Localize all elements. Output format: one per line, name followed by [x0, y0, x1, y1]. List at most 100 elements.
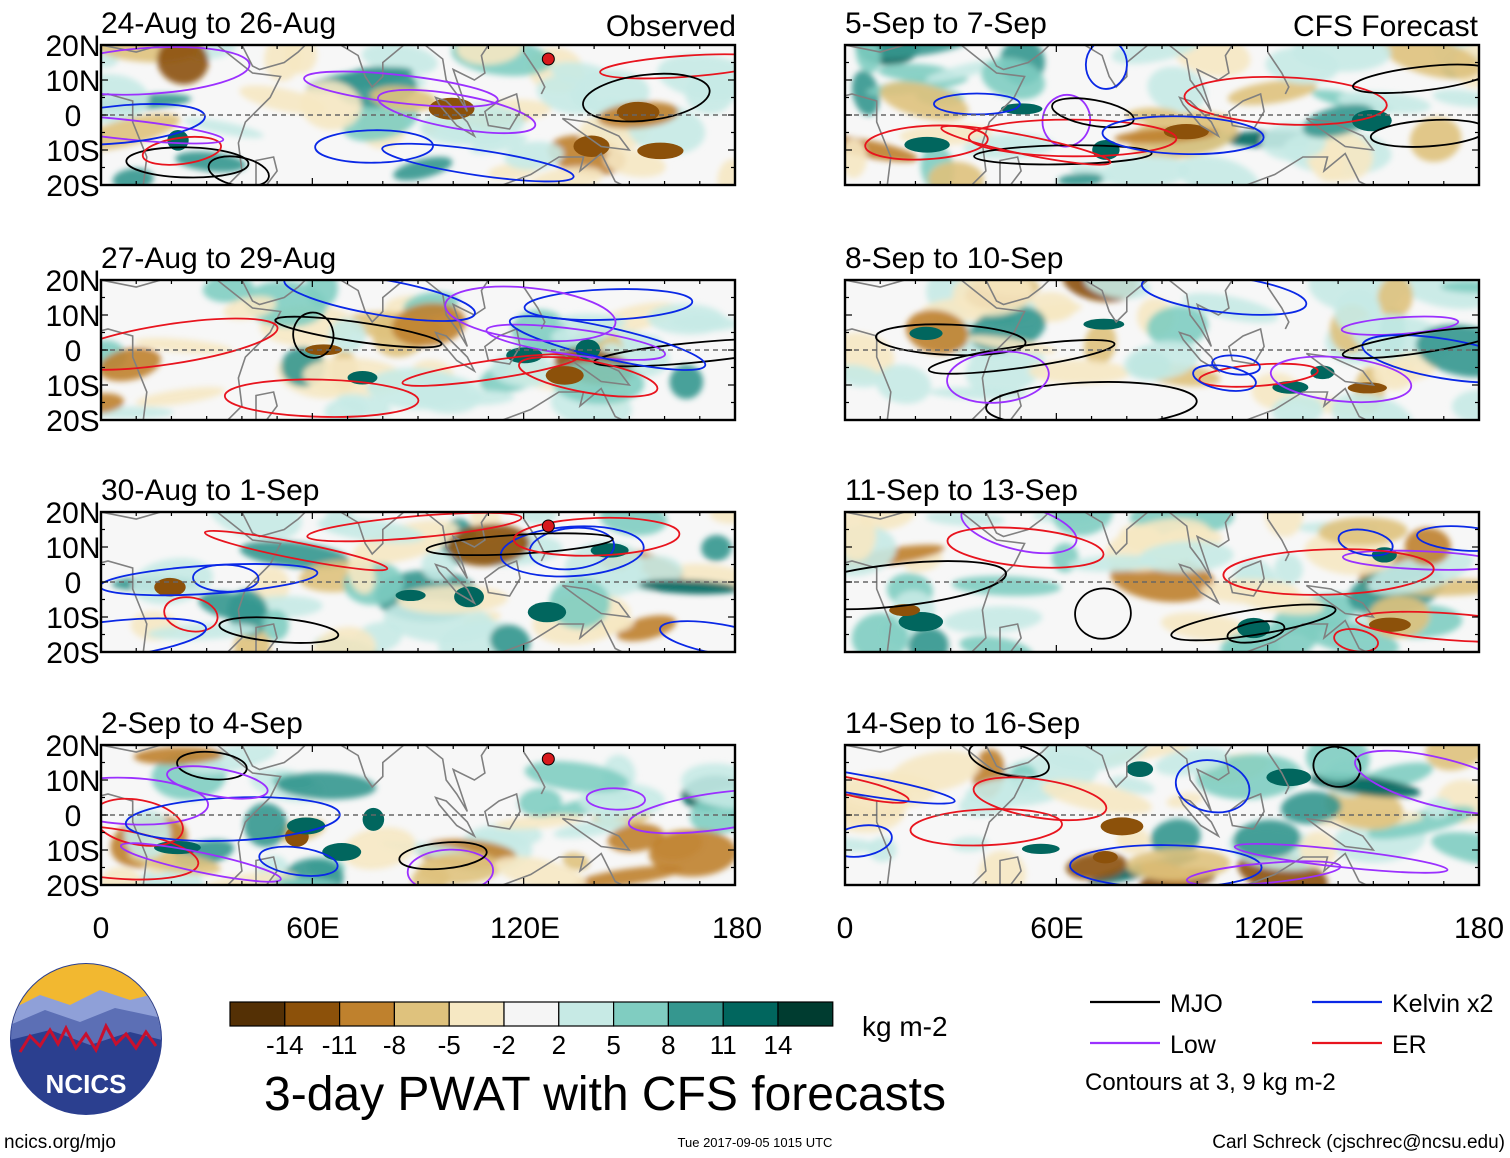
- seasia-outline: [424, 512, 490, 579]
- arabia-outline: [968, 45, 1050, 71]
- panel-ticks: [100, 44, 736, 186]
- pwat-anomaly-blob: [324, 512, 355, 532]
- pwat-core-blob: [154, 577, 186, 597]
- wave-contour: [425, 532, 614, 557]
- pwat-anomaly-blob: [1068, 554, 1158, 572]
- pwat-anomaly-blob: [1367, 551, 1474, 595]
- pwat-core-blob: [362, 807, 385, 831]
- borneo-outline: [1227, 792, 1265, 830]
- australia-outline: [1246, 852, 1367, 885]
- seasia-outline: [424, 45, 490, 112]
- pwat-anomaly-blob: [550, 61, 612, 85]
- wave-contour: [582, 72, 711, 123]
- pwat-anomaly-blob: [1409, 116, 1462, 163]
- borneo-outline: [1227, 559, 1265, 597]
- panel-ticks: [100, 279, 736, 421]
- x-tick-60e-fcst: 60E: [1030, 912, 1083, 945]
- panel-title: 27-Aug to 29-Aug: [101, 242, 336, 275]
- pwat-anomaly-blob: [1233, 819, 1301, 859]
- australia-outline: [502, 619, 623, 652]
- sumatra-outline: [434, 563, 477, 606]
- africa-outline: [845, 45, 1026, 185]
- pwat-core-blob: [898, 612, 944, 632]
- coastlines: [101, 45, 632, 185]
- x-axis-forecast: 0 60E 120E 180: [837, 912, 1504, 945]
- africa-outline: [101, 745, 282, 885]
- wave-contours: [875, 280, 1479, 420]
- india-outline: [1084, 512, 1149, 556]
- panel-title: 11-Sep to 13-Sep: [845, 474, 1078, 507]
- coastlines: [845, 45, 1376, 185]
- wave-contour: [585, 787, 646, 811]
- wave-contour: [909, 808, 1063, 847]
- pwat-anomaly-blob: [1331, 393, 1414, 420]
- colorbar-label: 11: [710, 1030, 737, 1060]
- pwat-anomaly-blob: [1425, 745, 1479, 771]
- wave-contour: [1222, 548, 1435, 596]
- wave-contour: [101, 824, 200, 881]
- india-outline: [340, 745, 405, 789]
- africa-outline: [101, 45, 282, 185]
- wave-contour: [398, 841, 488, 871]
- x-tick-60e-obs: 60E: [286, 912, 339, 945]
- wave-contours: [101, 750, 735, 885]
- pwat-anomaly-blob: [253, 566, 290, 604]
- arabia-outline: [224, 745, 306, 771]
- wave-contour: [845, 560, 1007, 611]
- wave-contour: [1352, 63, 1479, 94]
- pwat-anomaly-blob: [929, 387, 1029, 400]
- pwat-anomaly-blob: [717, 158, 735, 185]
- pwat-anomaly-blob: [1138, 541, 1234, 573]
- new-guinea-outline: [1305, 817, 1376, 852]
- panel-title: 14-Sep to 16-Sep: [845, 707, 1080, 740]
- wave-contour: [1211, 354, 1261, 376]
- colorbar-label: -14: [266, 1030, 304, 1060]
- new-guinea-outline: [561, 117, 632, 152]
- wave-contour: [1069, 844, 1263, 885]
- pwat-anomaly-blob: [638, 579, 735, 595]
- wave-contour: [1369, 118, 1479, 148]
- legend-label: ER: [1392, 1031, 1427, 1059]
- colorbar-unit: kg m-2: [862, 1011, 948, 1042]
- legend-label: Kelvin x2: [1392, 990, 1493, 1018]
- arabia-outline: [968, 280, 1050, 306]
- colorbar-swatch: [722, 1001, 779, 1027]
- australia-outline: [502, 852, 623, 885]
- pwat-anomaly-blob: [283, 45, 318, 74]
- wave-contour: [946, 350, 1050, 404]
- wave-contour: [444, 285, 617, 342]
- panel-title: 8-Sep to 10-Sep: [845, 242, 1063, 275]
- pwat-anomaly-blob: [1298, 618, 1399, 652]
- sumatra-outline: [434, 331, 477, 374]
- wave-contour: [1185, 860, 1342, 885]
- wave-contour: [599, 53, 735, 80]
- colorbar-label: -11: [322, 1030, 358, 1060]
- panel-title: 24-Aug to 26-Aug: [101, 7, 336, 40]
- wave-contour: [499, 525, 645, 578]
- legend-note: Contours at 3, 9 kg m-2: [1085, 1069, 1336, 1096]
- pwat-core-blob: [1368, 617, 1411, 632]
- wave-contours: [101, 280, 735, 418]
- wave-contour: [927, 339, 1116, 375]
- pwat-anomaly-blob: [305, 280, 338, 308]
- pwat-core-blob: [1001, 103, 1043, 115]
- arabia-outline: [224, 280, 306, 306]
- seasia-outline: [424, 745, 490, 812]
- arabia-outline: [968, 745, 1050, 771]
- observed-label: Observed: [606, 10, 736, 43]
- wave-contour: [101, 617, 207, 652]
- logo-text: NCICS: [46, 1069, 127, 1099]
- pwat-anomaly-blob: [672, 563, 735, 591]
- pwat-core-blob: [904, 136, 950, 153]
- y-tick-label: 20S: [46, 870, 99, 903]
- pwat-anomaly-blob: [1264, 512, 1304, 537]
- madagascar-outline: [999, 156, 1022, 185]
- wave-contour: [967, 118, 1178, 158]
- colorbar-label: 8: [661, 1030, 675, 1060]
- pwat-core-blob: [286, 817, 326, 835]
- pwat-anomaly-blob: [1160, 612, 1250, 641]
- wave-contour: [223, 378, 420, 418]
- wave-contour: [292, 311, 335, 359]
